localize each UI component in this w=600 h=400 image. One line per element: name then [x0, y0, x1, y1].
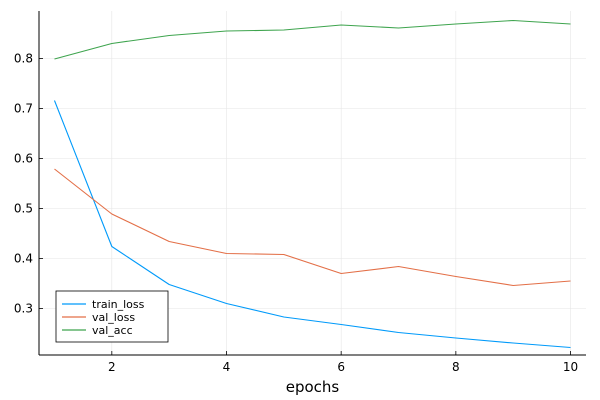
series-line-val-acc: [54, 19, 571, 60]
tick-labels: 2 4 6 8 10 0.3 0.4 0.5 0.6 0.7 0.8: [14, 52, 578, 375]
series-line-train-loss: [53, 100, 571, 349]
y-tick-label: 0.5: [14, 202, 33, 216]
x-tick-label: 2: [108, 360, 116, 374]
y-tick-label: 0.4: [14, 252, 33, 266]
x-tick-label: 10: [563, 360, 578, 374]
series-line-val-loss: [54, 168, 571, 287]
y-tick-label: 0.6: [14, 152, 33, 166]
axes: [38, 11, 586, 356]
grid: [39, 11, 586, 355]
legend-label-val-acc: val_acc: [92, 324, 133, 337]
y-tick-label: 0.7: [14, 102, 33, 116]
y-tick-label: 0.8: [14, 52, 33, 66]
x-tick-label: 4: [223, 360, 231, 374]
legend-label-val-loss: val_loss: [92, 311, 135, 324]
x-tick-label: 6: [337, 360, 345, 374]
legend-label-train-loss: train_loss: [92, 298, 145, 311]
series-lines: [53, 19, 571, 349]
x-axis-title: epochs: [286, 378, 340, 396]
x-tick-label: 8: [452, 360, 460, 374]
y-tick-label: 0.3: [14, 302, 33, 316]
